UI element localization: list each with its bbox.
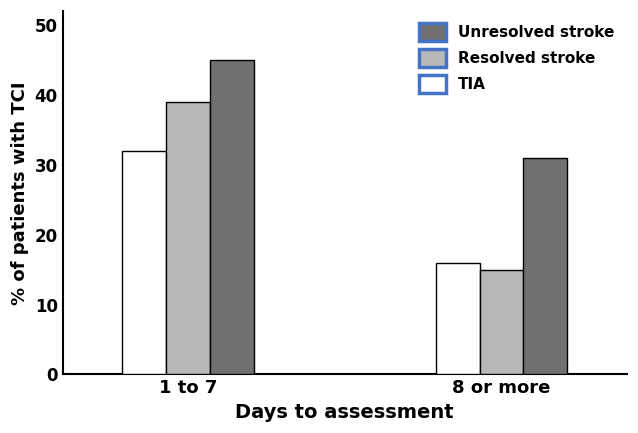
Bar — [166, 102, 210, 375]
Bar — [210, 60, 254, 375]
Bar — [436, 263, 480, 375]
X-axis label: Days to assessment: Days to assessment — [235, 403, 454, 422]
Bar — [523, 158, 567, 375]
Bar — [122, 151, 166, 375]
Legend: Unresolved stroke, Resolved stroke, TIA: Unresolved stroke, Resolved stroke, TIA — [414, 19, 619, 98]
Bar — [480, 270, 523, 375]
Y-axis label: % of patients with TCI: % of patients with TCI — [11, 81, 29, 304]
